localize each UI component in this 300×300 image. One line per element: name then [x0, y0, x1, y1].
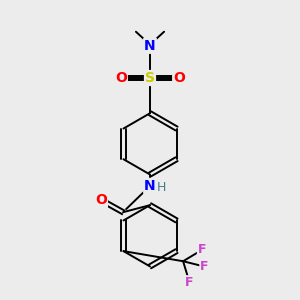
Text: F: F — [200, 260, 209, 273]
Text: N: N — [144, 39, 156, 53]
Text: S: S — [145, 71, 155, 85]
Text: O: O — [115, 71, 127, 85]
Text: O: O — [173, 71, 185, 85]
Text: F: F — [198, 243, 206, 256]
Text: O: O — [95, 193, 107, 207]
Text: N: N — [144, 179, 156, 193]
Text: H: H — [157, 181, 166, 194]
Text: F: F — [185, 276, 194, 289]
